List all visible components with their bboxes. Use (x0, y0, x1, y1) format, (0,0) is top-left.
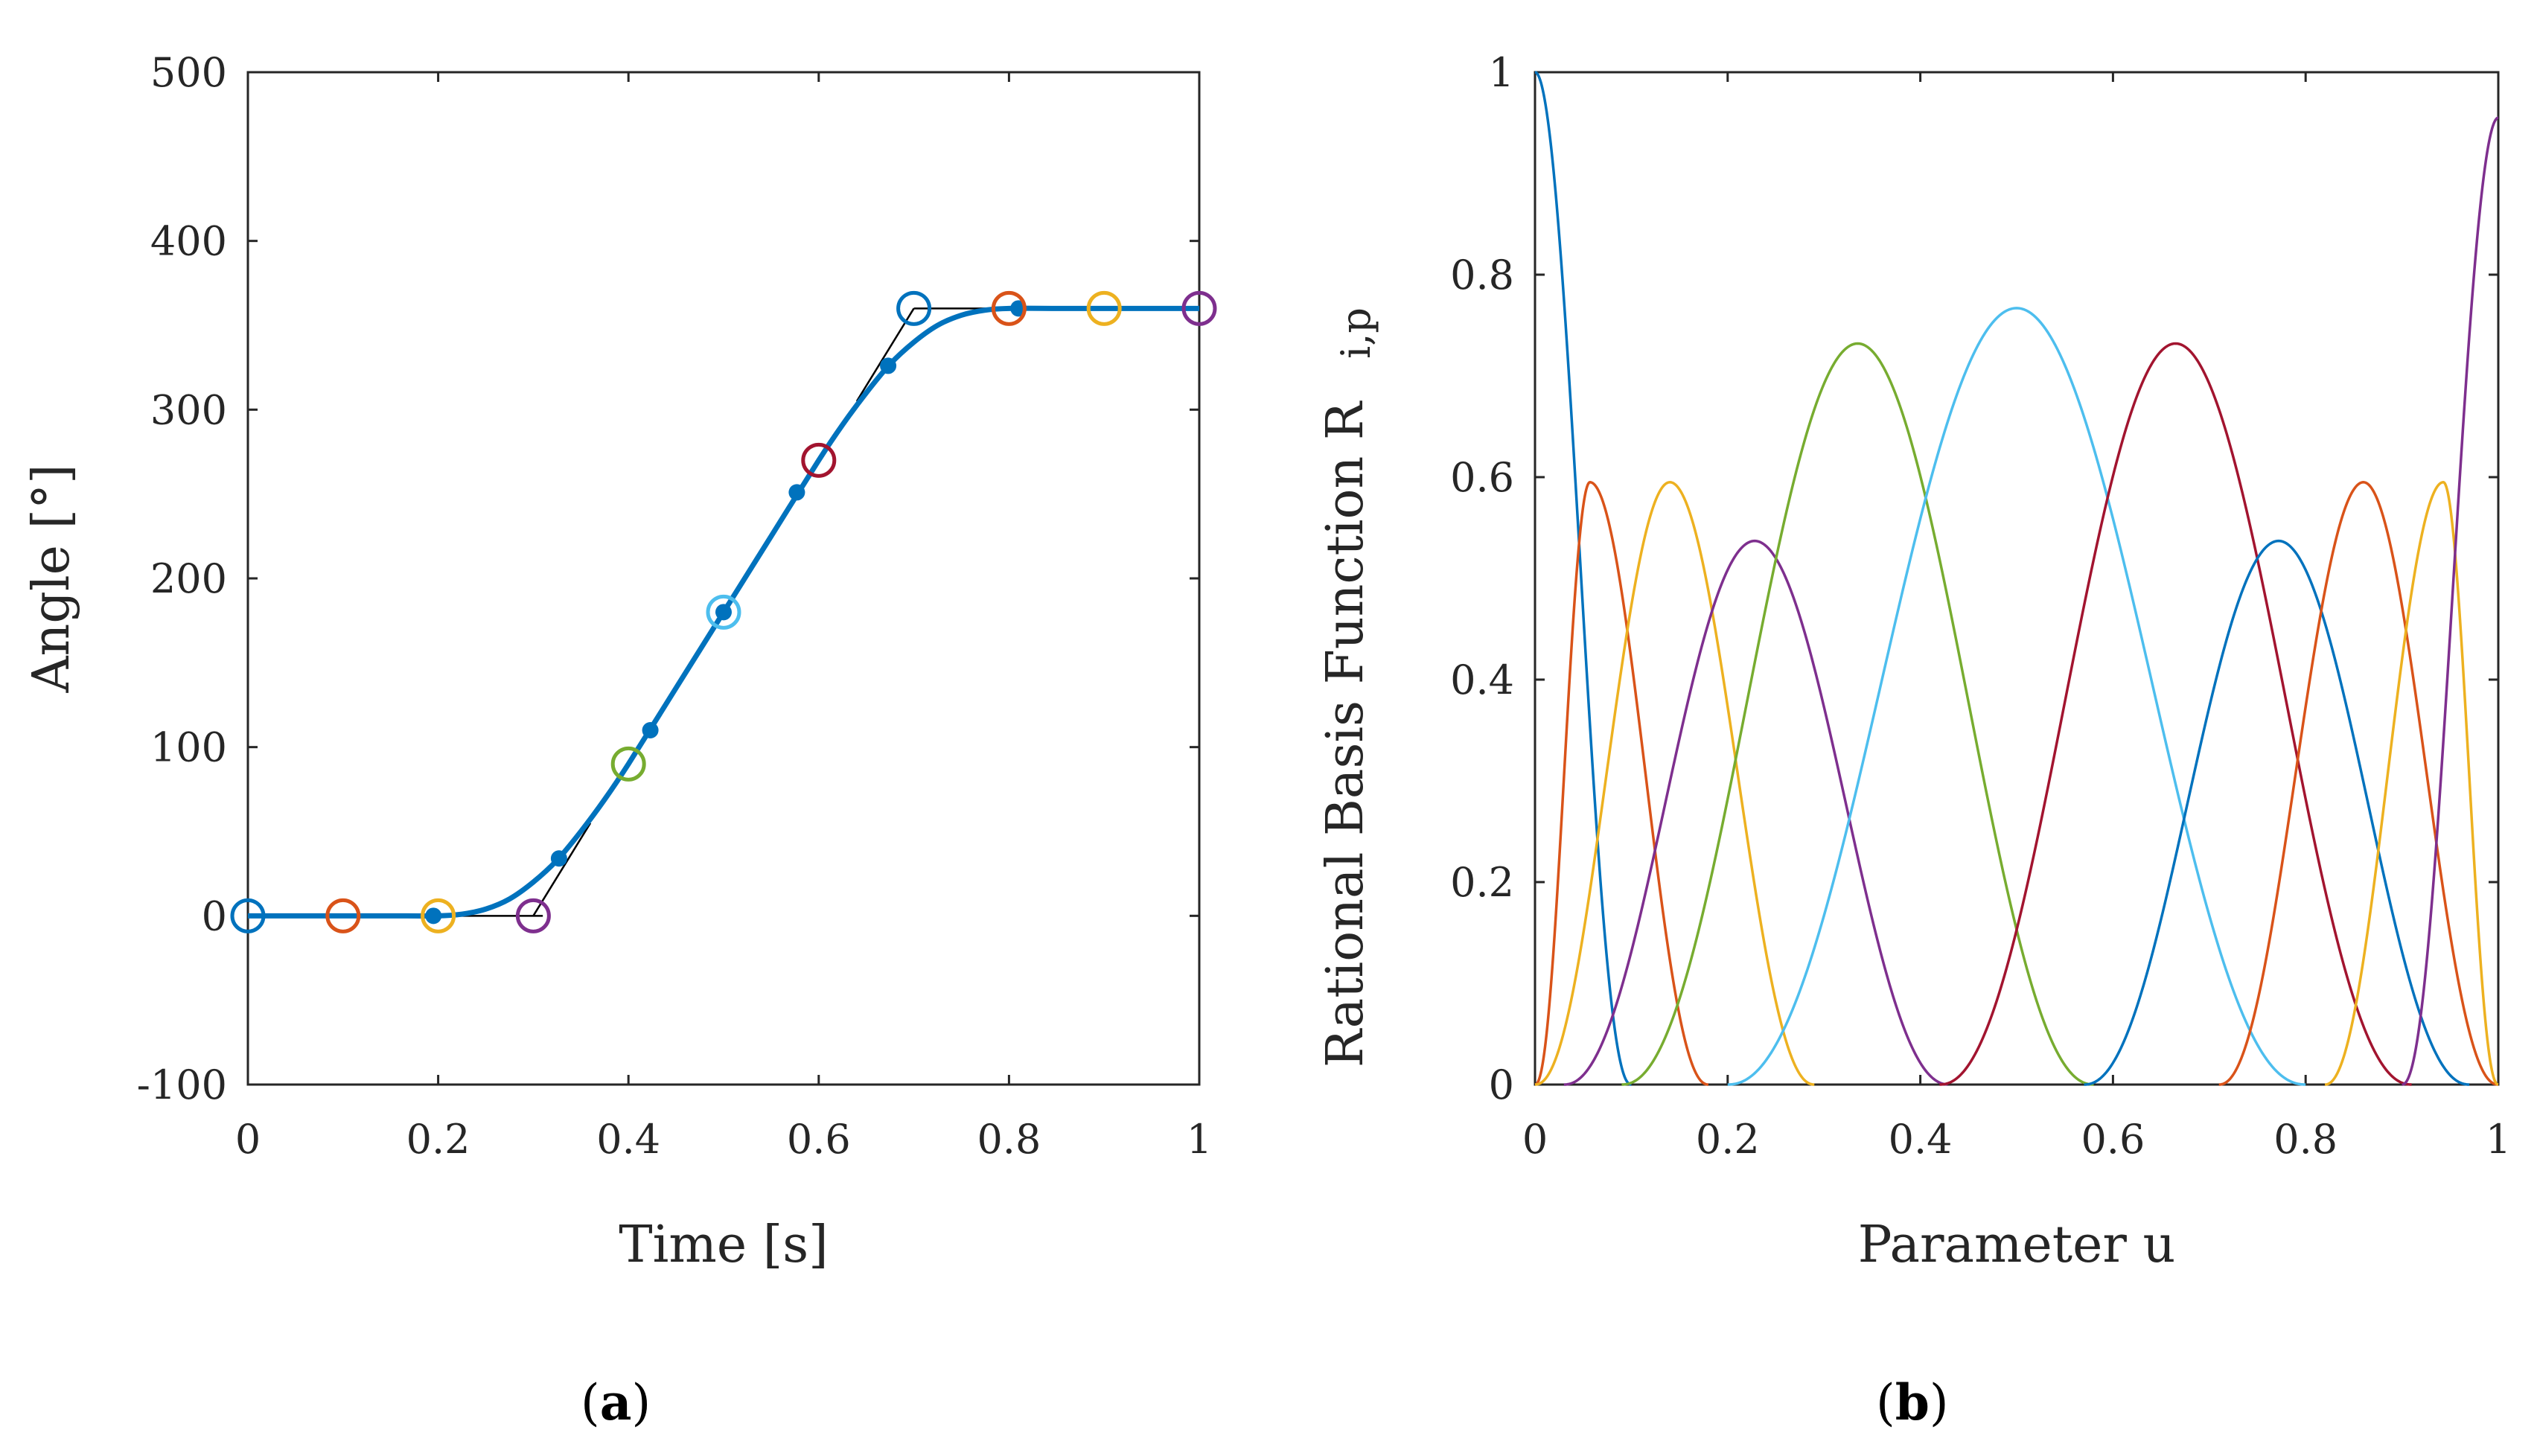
panel-b-y-tick-label: 0.8 (1450, 252, 1514, 298)
panel-a-caption-close: ) (631, 1374, 651, 1431)
panel-a-knot-point (425, 907, 442, 925)
panel-b-y-tick-label: 0.2 (1450, 859, 1514, 906)
panel-a-y-tick-label: 200 (150, 555, 227, 602)
panel-a-control-points (230, 290, 1217, 933)
panel-b-y-tick-labels: 0 0.2 0.4 0.6 0.8 1 (1450, 49, 1514, 1108)
panel-a-knot-points (425, 300, 1027, 925)
panel-b-basis-curve-r0 (1534, 71, 1632, 1086)
panel-b-basis-curve-r1 (1534, 481, 1708, 1086)
panel-a-knot-point (788, 484, 805, 501)
panel-a-knot-point (550, 850, 567, 867)
panel-a-y-axis-label: Angle [°] (22, 464, 81, 693)
panel-a-y-tick-label: 100 (150, 724, 227, 771)
panel-b-caption-open: ( (1876, 1374, 1895, 1431)
panel-a-control-point (421, 898, 456, 933)
panel-b-y-tick-label: 0.4 (1450, 657, 1514, 703)
panel-b-y-axis-subscript: i,p (1333, 307, 1379, 359)
panel-a-x-tick-label: 0.4 (596, 1116, 660, 1163)
panel-b-x-tick-label: 1 (2486, 1116, 2511, 1163)
panel-a-x-tick-label: 0.6 (787, 1116, 851, 1163)
panel-b-x-tick-label: 0.4 (1889, 1116, 1953, 1163)
panel-a-x-axis-label: Time [s] (619, 1216, 828, 1274)
panel-a-tangent-segment (532, 823, 592, 916)
panel-a-y-tick-label: -100 (137, 1061, 227, 1108)
panel-b-basis-curve-r3 (1563, 539, 1948, 1086)
panel-a-control-point (325, 898, 361, 933)
panel-a-control-point (1086, 290, 1122, 326)
panel-a-x-tick-label: 1 (1187, 1116, 1212, 1163)
panel-b-y-tick-label: 0.6 (1450, 454, 1514, 501)
panel-a-control-point (706, 594, 741, 630)
panel-a-y-tick-labels: -100 0 100 200 300 400 500 (137, 49, 227, 1108)
panel-a-y-tick-label: 0 (202, 893, 227, 939)
panel-b-x-tick-label: 0.6 (2081, 1116, 2145, 1163)
panel-a-caption-open: ( (581, 1374, 600, 1431)
panel-b-x-tick-label: 0 (1522, 1116, 1548, 1163)
panel-a-x-tick-label: 0.8 (977, 1116, 1041, 1163)
panel-b-y-axis-label-group: Rational Basis Function R i,p (1316, 307, 1379, 1067)
panel-a-knot-point (642, 722, 659, 738)
panel-b-y-tick-label: 0 (1489, 1061, 1514, 1108)
panel-a-knot-point (880, 357, 897, 374)
panel-b-basis-curve-r5 (1727, 307, 2306, 1086)
panel-a-knot-point (715, 604, 732, 621)
panel-b-basis-curve-r2 (1534, 481, 1815, 1086)
panel-b-basis-curve-r9 (2325, 481, 2499, 1086)
panel-a-x-tick-label: 0.2 (406, 1116, 470, 1163)
panel-b-basis-curve-r8 (2218, 481, 2499, 1086)
panel-b-y-axis-label: Rational Basis Function R (1316, 400, 1375, 1067)
panel-a-control-point (1181, 290, 1217, 326)
panel-a-y-tick-label: 300 (150, 386, 227, 433)
panel-a-control-point (230, 898, 266, 933)
panel-b-basis-curves (1534, 71, 2499, 1086)
panel-a-y-tick-label: 500 (150, 49, 227, 96)
panel-a-y-tick-label: 400 (150, 218, 227, 265)
panel-a-control-point (801, 442, 837, 478)
panel-a-control-point (991, 290, 1027, 326)
panel-a-x-tick-label: 0 (235, 1116, 261, 1163)
panel-b-basis-curve-r10 (2402, 116, 2499, 1086)
panel-b-caption-letter: b (1895, 1373, 1930, 1431)
panel-a-caption: (a) (581, 1373, 651, 1431)
panel-b-axes-box (1534, 71, 2500, 1086)
panel-a-control-point (515, 898, 551, 933)
panel-b-x-tick-labels: 0 0.2 0.4 0.6 0.8 1 (1522, 1116, 2511, 1163)
panel-b-y-tick-label: 1 (1489, 49, 1514, 96)
panel-a-tangent-segment (855, 307, 915, 402)
panel-b-x-tick-label: 0.2 (1696, 1116, 1760, 1163)
panel-b-caption: (b) (1876, 1373, 1949, 1431)
panel-b-basis-curve-r7 (2084, 539, 2470, 1086)
panel-b-basis-curve-r4 (1621, 342, 2094, 1086)
panel-b-basis-curve-r6 (1939, 342, 2412, 1086)
panel-b-chart: 0 0.2 0.4 0.6 0.8 1 0 0.2 0.4 0.6 0.8 1 Parameter … (1316, 49, 2511, 1274)
panel-b-x-axis-label: Parameter u (1858, 1216, 2176, 1274)
panel-a-control-point (610, 746, 646, 782)
panel-a-control-point (896, 290, 932, 326)
panel-a-caption-letter: a (599, 1373, 632, 1431)
panel-a-ticks (246, 71, 1201, 1086)
panel-b-caption-close: ) (1929, 1374, 1949, 1431)
panel-a-x-tick-labels: 0 0.2 0.4 0.6 0.8 1 (235, 1116, 1212, 1163)
panel-a-axes-box (246, 71, 1201, 1086)
panel-b-x-tick-label: 0.8 (2273, 1116, 2337, 1163)
